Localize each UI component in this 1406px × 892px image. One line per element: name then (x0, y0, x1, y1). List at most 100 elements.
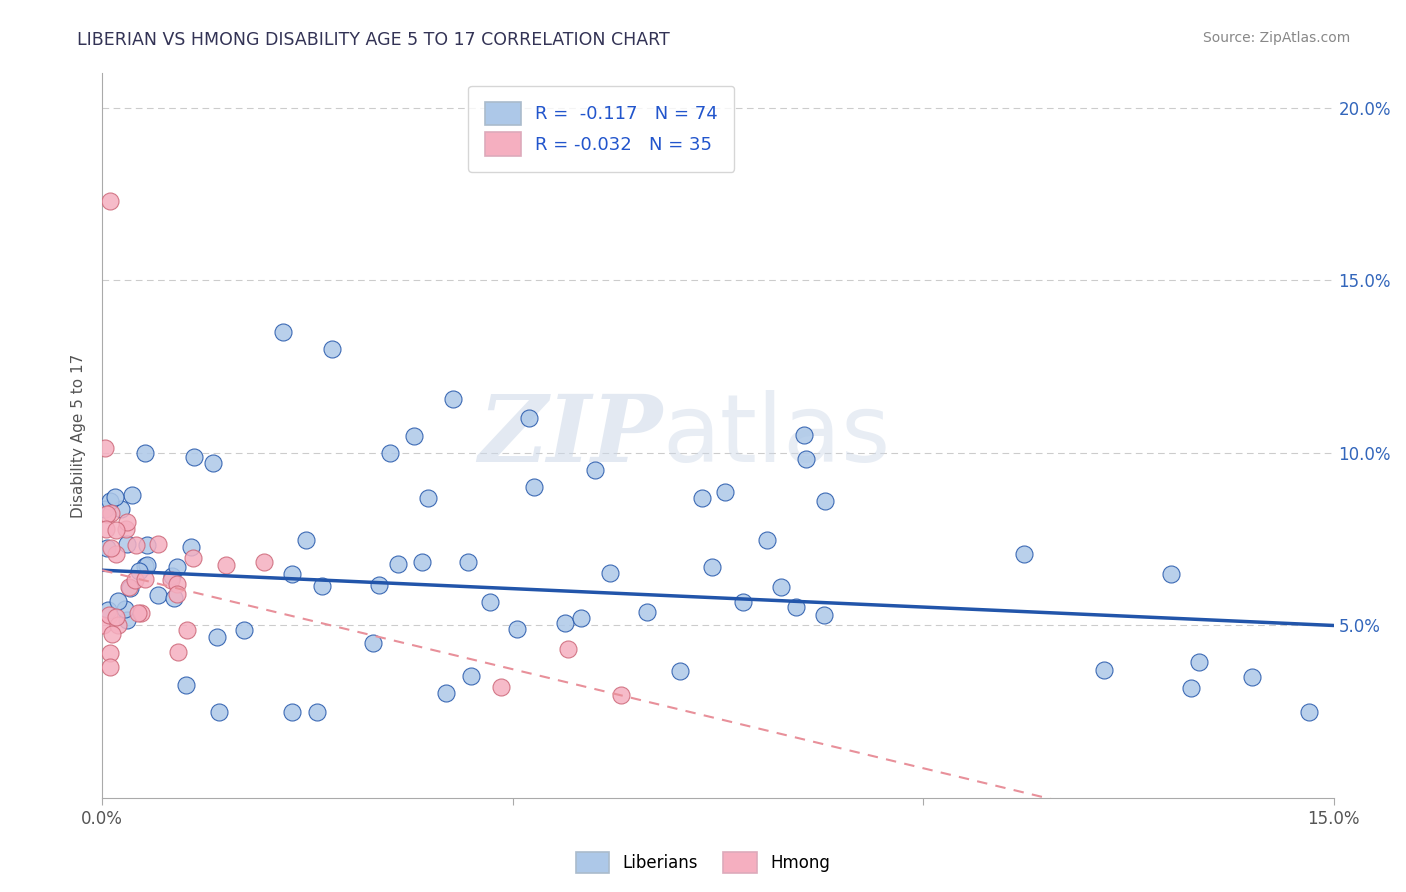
Point (769, 581, 792, 595)
Point (690, 491, 713, 505)
Point (457, 555, 479, 569)
Point (281, 567, 304, 582)
Point (180, 540, 202, 554)
Point (176, 678, 198, 692)
Point (96, 508, 118, 522)
Point (1092, 664, 1115, 678)
Point (166, 559, 188, 574)
Point (208, 705, 231, 719)
Point (294, 533, 316, 548)
Point (669, 665, 692, 679)
Point (731, 594, 754, 608)
Point (100, 494, 122, 508)
Legend: R =  -0.117   N = 74, R = -0.032   N = 35: R = -0.117 N = 74, R = -0.032 N = 35 (468, 86, 734, 172)
Point (104, 609, 127, 624)
Point (233, 623, 256, 637)
Point (181, 550, 204, 565)
Point (160, 569, 183, 583)
Point (387, 557, 409, 571)
Point (96, 522, 118, 536)
Point (207, 630, 229, 644)
Point (100, 646, 122, 660)
Point (100, 541, 122, 556)
Point (506, 622, 529, 636)
Point (118, 581, 141, 595)
Point (813, 607, 835, 622)
Point (134, 446, 156, 460)
Point (100, 660, 122, 674)
Point (96, 541, 118, 555)
Point (166, 587, 188, 601)
Point (101, 627, 124, 641)
Point (321, 343, 343, 357)
Point (583, 463, 606, 477)
Point (554, 615, 576, 630)
Point (307, 705, 329, 719)
Point (1180, 681, 1202, 695)
Point (411, 555, 433, 569)
Point (136, 558, 159, 572)
Text: Source: ZipAtlas.com: Source: ZipAtlas.com (1202, 31, 1350, 45)
Point (215, 558, 238, 573)
Point (793, 428, 815, 442)
Point (146, 537, 169, 551)
Point (569, 611, 592, 625)
Point (489, 680, 512, 694)
Point (557, 642, 579, 657)
Point (280, 705, 302, 719)
Point (94, 442, 117, 456)
Point (814, 494, 837, 508)
Point (94, 501, 117, 516)
Text: ZIP: ZIP (478, 391, 662, 481)
Point (1240, 670, 1263, 684)
Point (416, 491, 439, 505)
Y-axis label: Disability Age 5 to 17: Disability Age 5 to 17 (72, 353, 86, 517)
Point (115, 537, 138, 551)
Text: atlas: atlas (662, 390, 891, 482)
Point (125, 539, 148, 553)
Point (183, 450, 205, 465)
Point (163, 591, 186, 606)
Point (361, 636, 384, 650)
Point (756, 533, 779, 547)
Point (135, 538, 157, 552)
Point (201, 456, 224, 470)
Point (271, 325, 294, 339)
Point (148, 589, 170, 603)
Point (785, 600, 807, 615)
Point (1014, 548, 1036, 562)
Point (105, 523, 128, 537)
Point (97, 607, 120, 622)
Point (1188, 656, 1211, 670)
Point (107, 618, 129, 632)
Point (378, 446, 401, 460)
Point (700, 560, 723, 574)
Point (134, 558, 156, 573)
Point (794, 451, 817, 466)
Point (167, 645, 190, 659)
Point (517, 411, 540, 425)
Point (434, 686, 457, 700)
Point (110, 501, 132, 516)
Point (368, 577, 391, 591)
Point (1160, 566, 1182, 581)
Point (166, 577, 188, 591)
Point (115, 613, 138, 627)
Point (124, 573, 146, 587)
Point (523, 479, 546, 493)
Point (176, 623, 198, 637)
Point (441, 392, 464, 406)
Text: LIBERIAN VS HMONG DISABILITY AGE 5 TO 17 CORRELATION CHART: LIBERIAN VS HMONG DISABILITY AGE 5 TO 17… (77, 31, 671, 49)
Point (134, 572, 156, 586)
Point (104, 548, 127, 562)
Point (127, 607, 149, 621)
Point (100, 194, 122, 208)
Point (610, 688, 633, 702)
Point (713, 484, 735, 499)
Point (115, 515, 138, 529)
Point (599, 566, 621, 581)
Point (311, 578, 333, 592)
Point (118, 581, 141, 595)
Point (128, 565, 150, 579)
Point (114, 522, 136, 536)
